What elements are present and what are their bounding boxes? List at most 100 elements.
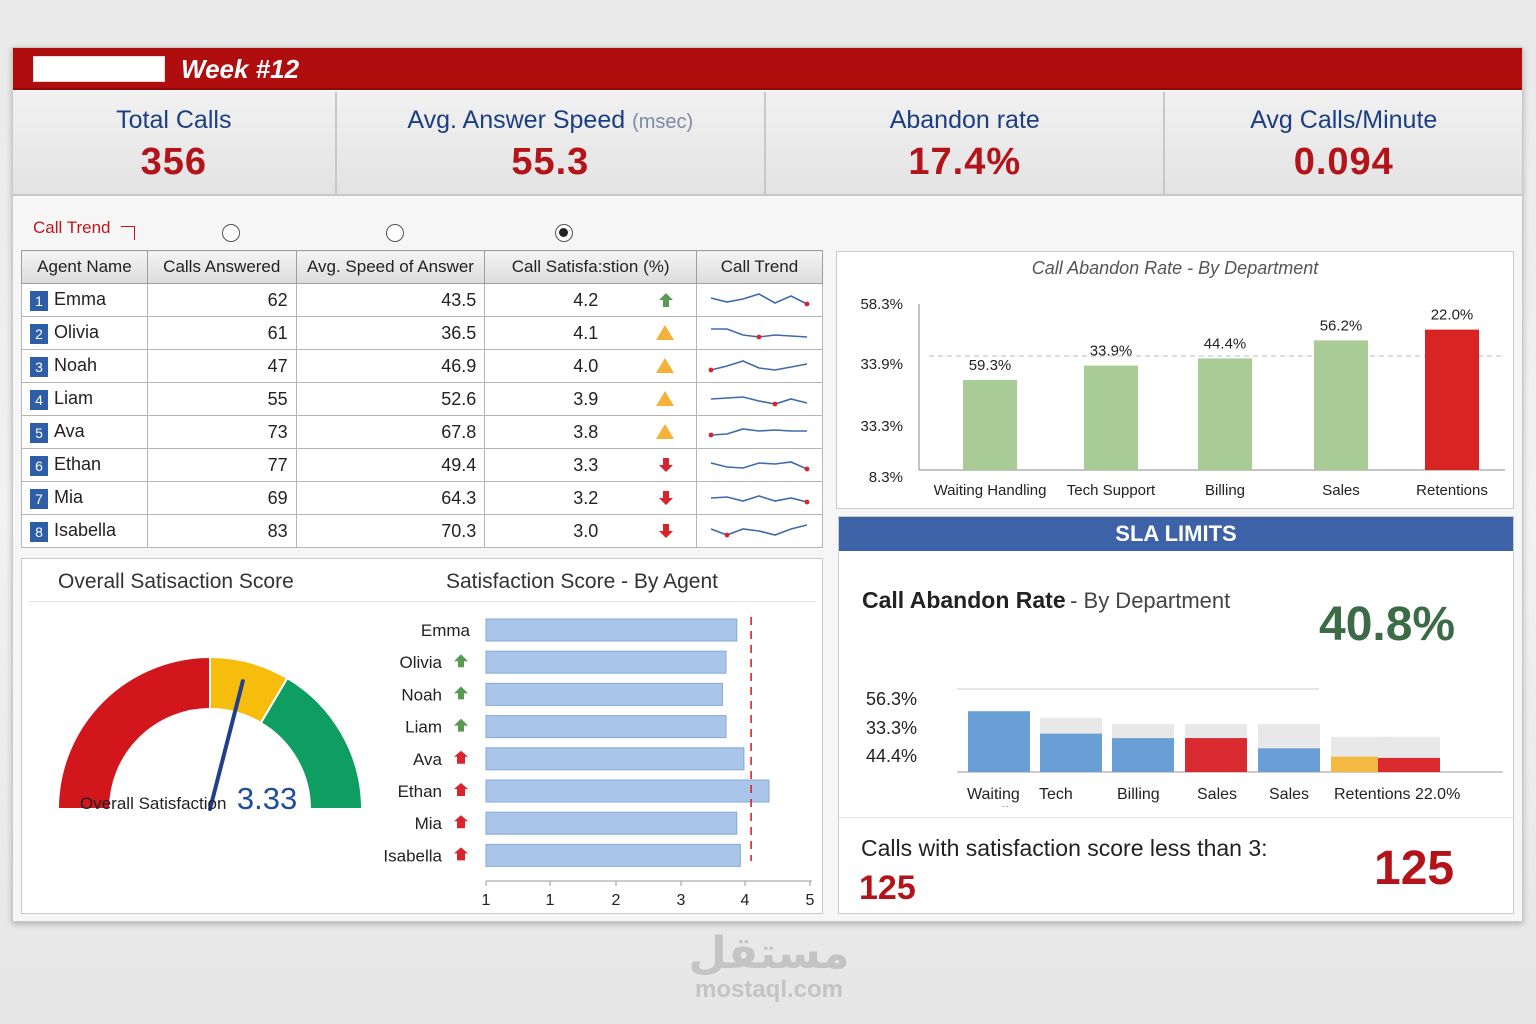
call-trend-bracket	[121, 226, 135, 240]
column-header[interactable]: Avg. Speed of Answer	[295, 250, 486, 284]
table-row[interactable]: 6 Ethan 77 49.4 3.3	[21, 448, 824, 482]
rank-badge: 2	[30, 323, 48, 344]
table-row[interactable]: 5 Ava 73 67.8 3.8	[21, 415, 824, 449]
bar-data-label: 56.2%	[1320, 317, 1363, 334]
green-up-icon	[454, 654, 468, 668]
sparkline	[711, 461, 810, 472]
agent-name-cell: 2 Olivia	[21, 316, 148, 350]
table-row[interactable]: 2 Olivia 61 36.5 4.1	[21, 316, 824, 350]
speed-cell: 43.5	[295, 283, 486, 317]
kpi-abandon-rate: Abandon rate 17.4%	[766, 92, 1166, 196]
sla-value-bar	[1258, 748, 1320, 772]
red-down-icon	[454, 815, 468, 829]
satisfaction-value: 3.9	[573, 389, 599, 409]
sla-chart-title: Call Abandon Rate	[862, 587, 1066, 613]
sparkline	[711, 396, 808, 407]
x-tick-label: 3	[677, 892, 686, 909]
calls-answered-cell: 73	[146, 415, 297, 449]
satisfaction-cell: 3.0	[484, 514, 697, 548]
table-row[interactable]: 8 Isabella 83 70.3 3.0	[21, 514, 824, 548]
kpi-value: 0.094	[1293, 141, 1394, 183]
agent-label: Liam	[405, 718, 442, 737]
calls-answered-cell: 83	[146, 514, 297, 548]
satisfaction-cell: 3.3	[484, 448, 697, 482]
satisfaction-value: 3.0	[573, 521, 599, 541]
abandon-bar	[1314, 340, 1368, 470]
kpi-label: Abandon rate	[889, 106, 1040, 134]
agent-name-cell: 1 Emma	[21, 283, 148, 317]
call-trend-radio-1[interactable]	[222, 224, 240, 242]
x-tick-label: 1	[482, 892, 491, 909]
y-tick-label: 8.3%	[869, 469, 903, 486]
speed-cell: 70.3	[295, 514, 486, 548]
agent-name-cell: 3 Noah	[21, 349, 148, 383]
rank-badge: 8	[30, 521, 48, 542]
calls-below-3-value-small: 125	[859, 869, 916, 907]
rank-badge: 7	[30, 488, 48, 509]
kpi-label: Avg Calls/Minute	[1250, 106, 1438, 134]
agent-score-bar	[485, 715, 727, 739]
kpi-value: 55.3	[511, 141, 590, 183]
title-blank-box	[33, 56, 165, 82]
gauge-readout: Overall Satisfaction 3.33	[80, 781, 297, 817]
sla-header: SLA LIMITS	[839, 517, 1513, 551]
column-header[interactable]: Calls Answered	[146, 250, 297, 284]
yellow-triangle-icon	[655, 358, 674, 373]
table-row[interactable]: 4 Liam 55 52.6 3.9	[21, 382, 824, 416]
column-header[interactable]: Call Satisfa:stion (%)	[484, 250, 697, 284]
x-category-label: Sales	[1269, 786, 1309, 803]
x-category-label: Retentions 22.0%	[1334, 786, 1460, 803]
call-trend-radio-3[interactable]	[555, 224, 573, 242]
agent-label: Ethan	[398, 782, 442, 801]
agent-score-bar	[485, 618, 738, 642]
satisfaction-value: 4.2	[573, 290, 599, 310]
agent-score-bar	[485, 747, 745, 771]
satisfaction-cell: 3.9	[484, 382, 697, 416]
call-trend-cell	[695, 382, 824, 416]
abandon-bar	[1198, 358, 1252, 470]
calls-below-3-label: Calls with satisfaction score less than …	[861, 835, 1268, 861]
red-down-arrow-icon	[658, 523, 674, 544]
kpi-avg-calls-minute: Avg Calls/Minute 0.094	[1165, 92, 1523, 196]
calls-answered-cell: 62	[146, 283, 297, 317]
call-trend-cell	[695, 481, 824, 515]
x-category-label: Billing	[1205, 482, 1245, 499]
divider	[839, 817, 1513, 818]
kpi-total-calls: Total Calls 356	[13, 92, 337, 196]
satisfaction-cell: 4.2	[484, 283, 697, 317]
gauge-red-segment	[56, 655, 211, 810]
call-trend-cell	[695, 349, 824, 383]
satisfaction-panel: Overall Satisaction Score Satisfaction S…	[21, 558, 823, 914]
call-trend-cell	[695, 448, 824, 482]
call-trend-radio-2[interactable]	[386, 224, 404, 242]
x-category-label: Waiting Handling	[934, 482, 1047, 499]
agent-name: Isabella	[54, 520, 117, 541]
call-trend-cell	[695, 415, 824, 449]
calls-answered-cell: 61	[146, 316, 297, 350]
agent-name: Liam	[54, 388, 94, 409]
x-tick-label: 2	[612, 892, 621, 909]
table-row[interactable]: 7 Mia 69 64.3 3.2	[21, 481, 824, 515]
column-header[interactable]: Call Trend	[695, 250, 824, 284]
column-header[interactable]: Agent Name	[21, 250, 148, 284]
satisfaction-cell: 3.8	[484, 415, 697, 449]
x-category-label: Sales	[1322, 482, 1360, 499]
agent-name: Ethan	[54, 454, 102, 475]
agent-name: Olivia	[54, 322, 100, 343]
satisfaction-cell: 4.0	[484, 349, 697, 383]
table-row[interactable]: 3 Noah 47 46.9 4.0	[21, 349, 824, 383]
calls-below-3-value-big: 125	[1374, 842, 1455, 895]
sparkline	[711, 495, 810, 505]
bar-data-label: 59.3%	[969, 357, 1012, 374]
watermark-arabic: مستقل	[688, 928, 850, 979]
green-up-icon	[454, 686, 468, 700]
gauge-label: Overall Satisfaction	[80, 794, 227, 813]
sparkline	[709, 428, 808, 438]
watermark-latin: mostaql.com	[694, 976, 844, 1003]
abandon-rate-chart-panel: Call Abandon Rate - By Department 58.3% 33…	[836, 251, 1514, 509]
sla-value-bar	[968, 711, 1030, 772]
rank-badge: 4	[30, 389, 48, 410]
table-row[interactable]: 1 Emma 62 43.5 4.2	[21, 283, 824, 317]
satisfaction-gauge	[56, 655, 362, 811]
call-trend-cell	[695, 514, 824, 548]
